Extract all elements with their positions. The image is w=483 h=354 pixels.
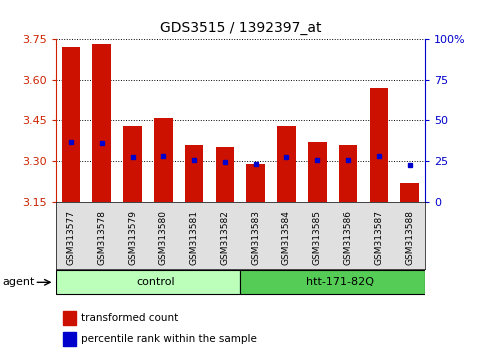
Text: GSM313584: GSM313584 xyxy=(282,210,291,265)
Text: GSM313587: GSM313587 xyxy=(374,210,384,265)
Text: control: control xyxy=(136,277,175,287)
Bar xyxy=(246,164,265,202)
Bar xyxy=(63,312,76,325)
Bar xyxy=(63,332,76,346)
Bar xyxy=(400,183,419,202)
Bar xyxy=(308,142,327,202)
Text: GSM313581: GSM313581 xyxy=(190,210,199,265)
Bar xyxy=(339,145,357,202)
Text: GSM313579: GSM313579 xyxy=(128,210,137,265)
Title: GDS3515 / 1392397_at: GDS3515 / 1392397_at xyxy=(159,21,321,35)
Text: GSM313582: GSM313582 xyxy=(220,210,229,265)
Text: transformed count: transformed count xyxy=(82,313,179,323)
Bar xyxy=(277,126,296,202)
Text: GSM313578: GSM313578 xyxy=(97,210,106,265)
Text: GSM313580: GSM313580 xyxy=(159,210,168,265)
Bar xyxy=(185,145,203,202)
Text: GSM313588: GSM313588 xyxy=(405,210,414,265)
Bar xyxy=(240,270,425,294)
Bar xyxy=(56,270,241,294)
Text: GSM313577: GSM313577 xyxy=(67,210,75,265)
Text: htt-171-82Q: htt-171-82Q xyxy=(306,277,374,287)
Text: GSM313585: GSM313585 xyxy=(313,210,322,265)
Text: GSM313583: GSM313583 xyxy=(251,210,260,265)
Bar xyxy=(369,88,388,202)
Text: agent: agent xyxy=(3,277,35,287)
Text: percentile rank within the sample: percentile rank within the sample xyxy=(82,334,257,344)
Text: GSM313586: GSM313586 xyxy=(343,210,353,265)
Bar xyxy=(215,148,234,202)
Bar xyxy=(92,44,111,202)
Bar xyxy=(154,118,172,202)
Bar xyxy=(62,47,80,202)
Bar xyxy=(123,126,142,202)
